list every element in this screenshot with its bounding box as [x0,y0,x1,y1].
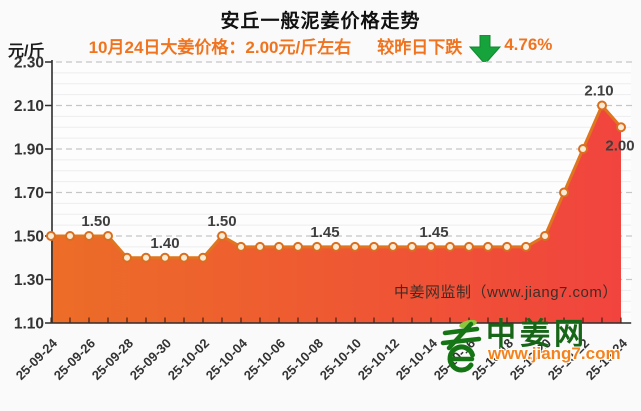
x-axis-point-ticks [50,317,622,323]
site-logo: 中姜网 www.jiang7.com [438,318,621,374]
svg-text:1.40: 1.40 [150,235,179,252]
svg-text:2.00: 2.00 [605,137,634,154]
svg-text:2.30: 2.30 [14,55,44,72]
svg-text:1.45: 1.45 [419,224,448,241]
logo-site-name: 中姜网 [486,318,588,351]
svg-text:1.45: 1.45 [310,224,339,241]
area-fill [51,105,621,323]
svg-text:1.30: 1.30 [14,272,44,289]
svg-text:1.50: 1.50 [207,213,236,230]
down-arrow-icon [469,35,502,65]
axes [51,60,631,324]
svg-text:1.50: 1.50 [14,229,44,246]
y-axis-tick-labels: 2.30 2.10 1.90 1.70 1.50 1.30 1.10 [14,55,44,333]
svg-text:2.10: 2.10 [14,98,44,115]
price-subtitle: 10月24日大姜价格：2.00元/斤左右 较昨日下跌 4.76% [0,32,641,65]
logo-site-url: www.jiang7.com [488,344,621,363]
svg-text:1.10: 1.10 [14,316,44,333]
svg-text:1.90: 1.90 [14,142,44,159]
watermark: 中姜网监制（www.jiang7.com） [394,284,618,301]
svg-text:1.70: 1.70 [14,185,44,202]
ginger-sprout-icon [440,319,482,373]
data-point-markers [46,100,626,263]
page-title: 安丘一般泥姜价格走势 [220,11,421,32]
subtitle-price-text: 10月24日大姜价格：2.00元/斤左右 [88,37,352,57]
svg-text:1.50: 1.50 [81,213,110,230]
subtitle-pct-text: 4.76% [504,35,553,54]
y-axis-unit-label: 元/斤 [8,43,45,60]
point-value-labels: 1.50 1.40 1.50 1.45 1.45 2.10 2.00 [81,83,634,252]
subtitle-change-text: 较昨日下跌 [377,37,463,57]
svg-text:2.10: 2.10 [584,83,613,100]
